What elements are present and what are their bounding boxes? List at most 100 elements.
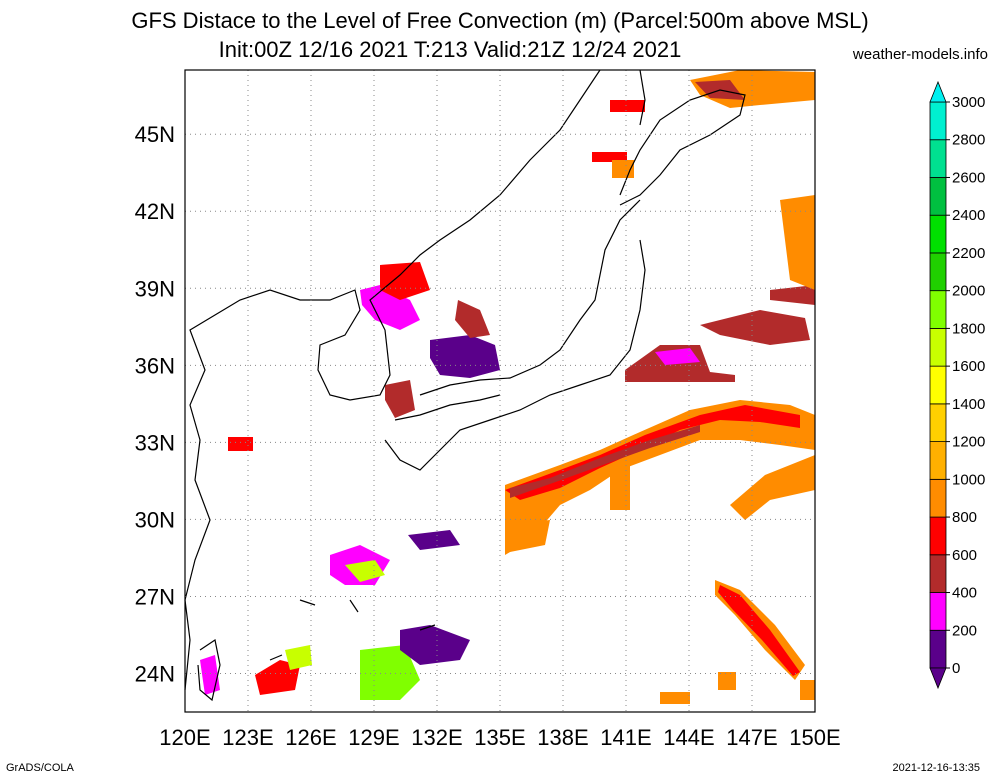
colorbar-swatch xyxy=(929,478,947,518)
colorbar-swatch xyxy=(929,327,947,367)
lon-tick-label: 141E xyxy=(600,725,651,750)
lat-tick-label: 42N xyxy=(135,199,175,224)
footer-timestamp: 2021-12-16-13:35 xyxy=(892,762,980,774)
lat-tick-label: 24N xyxy=(135,661,175,686)
island-coastline xyxy=(419,624,436,631)
colorbar-swatch xyxy=(929,365,947,405)
field-region xyxy=(718,672,736,690)
colorbar-label: 200 xyxy=(952,622,977,639)
field-region xyxy=(455,300,490,338)
field-region xyxy=(228,437,253,451)
colorbar-swatch xyxy=(929,177,947,216)
field-region xyxy=(660,692,690,704)
lat-tick-label: 27N xyxy=(135,584,175,609)
colorbar-swatch xyxy=(929,554,947,593)
field-region xyxy=(380,262,430,300)
field-region xyxy=(360,645,420,700)
colorbar-min-arrow xyxy=(929,667,947,690)
colorbar-swatch xyxy=(929,290,947,329)
lon-tick-label: 120E xyxy=(159,725,210,750)
latitude-tick-labels: 24N 27N 30N 33N 36N 39N 42N 45N xyxy=(135,122,175,686)
island-coastline xyxy=(269,654,283,661)
chart-subtitle: Init:00Z 12/16 2021 T:213 Valid:21Z 12/2… xyxy=(218,37,682,62)
colorbar-label: 2400 xyxy=(952,207,985,224)
colorbar-swatch xyxy=(929,252,947,292)
taiwan-coastline xyxy=(197,639,221,702)
field-region xyxy=(345,560,385,582)
lon-tick-label: 147E xyxy=(726,725,777,750)
island-coastline xyxy=(299,599,316,606)
colorbar-label: 2600 xyxy=(952,169,985,186)
lat-tick-label: 33N xyxy=(135,430,175,455)
lon-tick-label: 132E xyxy=(411,725,462,750)
colorbar-label: 1800 xyxy=(952,320,985,337)
field-region xyxy=(780,195,815,290)
colorbar-label: 400 xyxy=(952,585,977,602)
field-region xyxy=(770,285,815,305)
colorbar-swatch xyxy=(929,592,947,631)
field-region xyxy=(700,310,810,345)
lon-tick-label: 129E xyxy=(348,725,399,750)
colorbar-label: 2200 xyxy=(952,245,985,262)
colorbar: 0 200 400 600 800 1000 1200 1400 1600 1800 2000 220… xyxy=(929,80,985,690)
footer-software-label: GrADS/COLA xyxy=(6,762,74,774)
colorbar-label: 0 xyxy=(952,660,960,677)
colorbar-label: 1600 xyxy=(952,358,985,375)
japan-south-coastline xyxy=(384,239,646,471)
map-frame xyxy=(184,69,816,713)
sakhalin-coastline xyxy=(639,69,646,126)
field-region xyxy=(592,152,627,162)
colorbar-swatch xyxy=(929,441,947,480)
field-region xyxy=(505,520,550,552)
mainland-coastline xyxy=(184,69,601,691)
lon-tick-label: 135E xyxy=(474,725,525,750)
field-region xyxy=(610,100,645,112)
field-region xyxy=(730,455,815,520)
lon-tick-label: 123E xyxy=(222,725,273,750)
colorbar-swatch xyxy=(929,214,947,254)
colorbar-label: 800 xyxy=(952,509,977,526)
colorbar-label: 1000 xyxy=(952,471,985,488)
field-region xyxy=(505,405,800,500)
colorbar-label: 1200 xyxy=(952,434,985,451)
lon-tick-label: 150E xyxy=(789,725,840,750)
field-region xyxy=(430,335,500,378)
lat-tick-label: 30N xyxy=(135,507,175,532)
field-region xyxy=(255,660,300,695)
field-region xyxy=(408,530,460,550)
colorbar-swatch xyxy=(929,516,947,556)
colorbar-label: 600 xyxy=(952,547,977,564)
field-region xyxy=(510,425,700,498)
colorbar-swatch xyxy=(929,403,947,443)
colorbar-max-arrow xyxy=(929,80,947,103)
lon-tick-label: 126E xyxy=(285,725,336,750)
lat-tick-label: 36N xyxy=(135,353,175,378)
colorbar-label: 1400 xyxy=(952,396,985,413)
lat-tick-label: 45N xyxy=(135,122,175,147)
island-coastline xyxy=(349,599,359,613)
coastline-layer xyxy=(184,69,746,702)
shikoku-coastline xyxy=(394,394,501,421)
field-region xyxy=(800,680,815,700)
field-region xyxy=(610,465,630,510)
hokkaido-coastline xyxy=(619,89,746,206)
gridlines xyxy=(185,70,815,712)
lfc-field-layer xyxy=(200,70,815,704)
lon-tick-label: 138E xyxy=(537,725,588,750)
colorbar-swatch xyxy=(929,101,947,141)
chart-title: GFS Distace to the Level of Free Convect… xyxy=(131,8,869,33)
lat-tick-label: 39N xyxy=(135,276,175,301)
field-region xyxy=(200,655,220,695)
lon-tick-label: 144E xyxy=(663,725,714,750)
colorbar-label: 2000 xyxy=(952,283,985,300)
field-region xyxy=(505,400,815,555)
credit-label: weather-models.info xyxy=(852,46,988,63)
field-region xyxy=(718,585,800,676)
field-region xyxy=(400,625,470,665)
field-region xyxy=(385,380,415,418)
colorbar-swatch xyxy=(929,629,947,669)
japan-north-coastline xyxy=(419,199,641,396)
colorbar-label: 3000 xyxy=(952,94,985,111)
colorbar-label: 2800 xyxy=(952,132,985,149)
